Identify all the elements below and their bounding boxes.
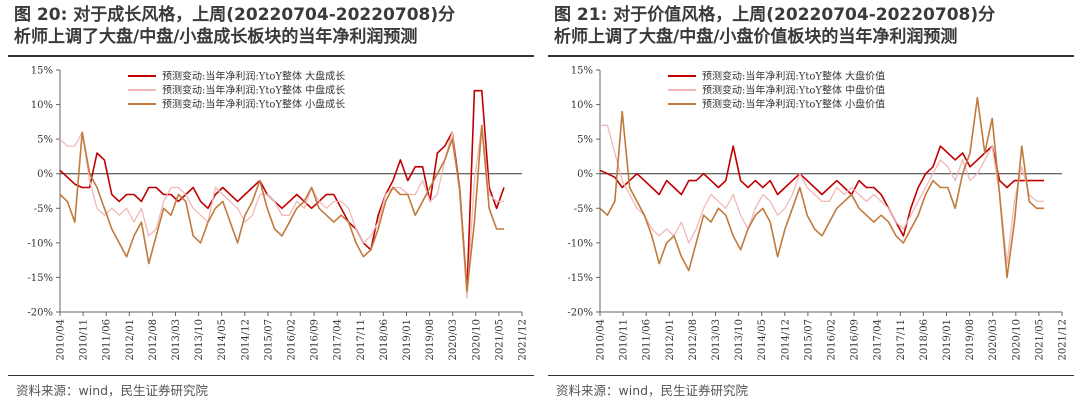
x-tick-label: 2016/09 (850, 319, 861, 361)
x-tick-label: 2010/11 (79, 319, 90, 361)
x-tick-label: 2010/11 (619, 319, 630, 361)
x-tick-label: 2019/01 (942, 319, 953, 361)
source-note: 资料来源：wind，民生证券研究院 (16, 383, 209, 398)
x-tick-label: 2021/12 (518, 319, 529, 361)
x-tick-label: 2021/05 (1034, 319, 1045, 361)
y-tick-label: -20% (567, 308, 593, 319)
x-tick-label: 2014/05 (217, 319, 228, 361)
x-tick-label: 2019/01 (402, 319, 413, 361)
x-tick-label: 2013/10 (734, 319, 745, 361)
x-tick-label: 2010/04 (596, 319, 607, 361)
y-tick-label: 10% (571, 100, 593, 111)
chart-panel-value: 图 21: 对于价值风格，上周(20220704-20220708)分 析师上调… (548, 0, 1074, 402)
x-tick-label: 2016/02 (827, 319, 838, 361)
chart-title-line-1: 图 21: 对于价值风格，上周(20220704-20220708)分 (554, 5, 996, 25)
x-tick-label: 2011/06 (102, 319, 113, 361)
x-tick-label: 2020/10 (1011, 319, 1022, 361)
y-tick-label: 15% (31, 66, 53, 77)
y-tick-label: -20% (27, 308, 53, 319)
y-tick-label: -15% (567, 273, 593, 284)
y-tick-label: 5% (37, 135, 53, 146)
x-tick-label: 2021/05 (494, 319, 505, 361)
series-line-1 (599, 145, 1044, 237)
chart-title: 图 20: 对于成长风格，上周(20220704-20220708)分 析师上调… (14, 4, 534, 48)
x-tick-label: 2015/07 (803, 319, 814, 361)
x-tick-label: 2012/01 (665, 319, 676, 361)
value-line-chart: 15% 10% 5% 0% -5% -10% -15% -20%2010/04 2010/11 2… (567, 66, 1069, 361)
legend-label-3: 预测变动:当年净利润:YtoY整体 小盘成长 (162, 98, 345, 111)
x-tick-label: 2017/11 (356, 319, 367, 361)
series-line-2 (59, 124, 504, 299)
chart-title-line-1: 图 20: 对于成长风格，上周(20220704-20220708)分 (14, 5, 456, 25)
x-tick-label: 2012/01 (125, 319, 136, 361)
x-tick-label: 2017/11 (896, 319, 907, 361)
y-tick-label: 10% (31, 100, 53, 111)
x-tick-label: 2020/03 (988, 319, 999, 361)
source-note: 资料来源：wind，民生证券研究院 (556, 383, 749, 398)
legend-label-2: 预测变动:当年净利润:YtoY整体 中盘成长 (162, 84, 345, 97)
x-tick-label: 2013/10 (194, 319, 205, 361)
x-tick-label: 2013/03 (171, 319, 182, 361)
legend-label-1: 预测变动:当年净利润:YtoY整体 大盘价值 (702, 70, 885, 83)
x-tick-label: 2013/03 (711, 319, 722, 361)
y-tick-label: -5% (34, 204, 53, 215)
x-tick-label: 2019/08 (425, 319, 436, 361)
x-tick-label: 2021/12 (1058, 319, 1069, 361)
x-tick-label: 2014/12 (240, 319, 251, 361)
chart-panel-growth: 图 20: 对于成长风格，上周(20220704-20220708)分 析师上调… (8, 0, 534, 402)
y-tick-label: -5% (574, 204, 593, 215)
legend-label-1: 预测变动:当年净利润:YtoY整体 大盘成长 (162, 70, 345, 83)
chart-title: 图 21: 对于价值风格，上周(20220704-20220708)分 析师上调… (554, 4, 1074, 48)
series-line-3 (599, 96, 1044, 279)
x-tick-label: 2012/08 (148, 319, 159, 361)
x-tick-label: 2012/08 (688, 319, 699, 361)
x-tick-label: 2020/03 (448, 319, 459, 361)
y-tick-label: -15% (27, 273, 53, 284)
x-tick-label: 2018/06 (379, 319, 390, 361)
series-line-3 (59, 124, 504, 293)
x-tick-label: 2015/07 (263, 319, 274, 361)
growth-line-chart: 15% 10% 5% 0% -5% -10% -15% -20%2010/04 2010/11 2… (27, 66, 529, 361)
chart-title-line-2: 析师上调了大盘/中盘/小盘成长板块的当年净利润预测 (14, 27, 418, 47)
y-tick-label: -10% (27, 238, 53, 249)
legend-label-2: 预测变动:当年净利润:YtoY整体 中盘价值 (702, 84, 885, 97)
legend-label-3: 预测变动:当年净利润:YtoY整体 小盘价值 (702, 98, 885, 111)
x-tick-label: 2020/10 (471, 319, 482, 361)
source-divider (548, 375, 1074, 376)
y-tick-label: 0% (37, 169, 53, 180)
chart-title-line-2: 析师上调了大盘/中盘/小盘价值板块的当年净利润预测 (554, 27, 958, 47)
x-tick-label: 2017/04 (873, 319, 884, 361)
y-tick-label: 0% (577, 169, 593, 180)
y-tick-label: -10% (567, 238, 593, 249)
y-tick-label: 15% (571, 66, 593, 77)
x-tick-label: 2014/12 (780, 319, 791, 361)
x-tick-label: 2016/02 (287, 319, 298, 361)
title-divider (548, 55, 1074, 57)
x-tick-label: 2018/06 (919, 319, 930, 361)
x-tick-label: 2014/05 (757, 319, 768, 361)
title-divider (8, 55, 534, 57)
x-tick-label: 2011/06 (642, 319, 653, 361)
source-divider (8, 375, 534, 376)
x-tick-label: 2016/09 (310, 319, 321, 361)
series-line-1 (59, 89, 505, 293)
x-tick-label: 2017/04 (333, 319, 344, 361)
x-tick-label: 2019/08 (965, 319, 976, 361)
x-tick-label: 2010/04 (56, 319, 67, 361)
y-tick-label: 5% (577, 135, 593, 146)
